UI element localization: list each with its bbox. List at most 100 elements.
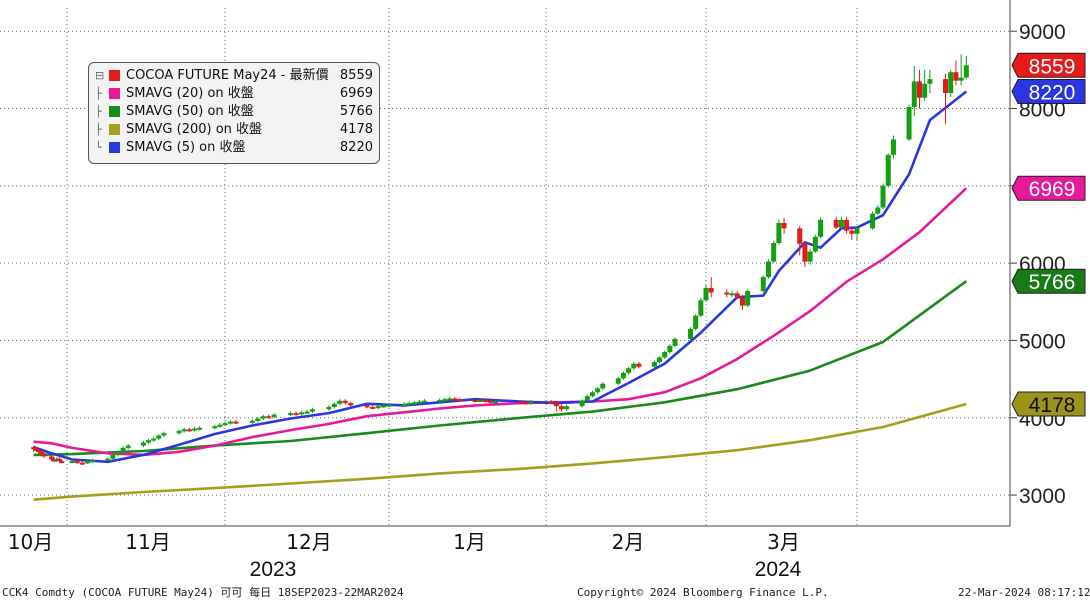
legend-value: 4178: [339, 122, 373, 137]
candle-body: [849, 230, 855, 234]
legend-label: SMAVG (200) on 收盤: [126, 122, 263, 137]
candle-body: [411, 402, 417, 405]
y-tick-label: 5000: [1019, 330, 1066, 353]
candle-body: [375, 406, 381, 409]
plot-area: [31, 54, 969, 501]
value-tag-label: 8559: [1029, 55, 1076, 78]
x-month-label: 1月: [453, 530, 486, 554]
candle-body: [745, 290, 751, 306]
candle-body: [802, 243, 808, 262]
x-year-label: 2024: [755, 558, 802, 581]
legend-label: SMAVG (20) on 收盤: [126, 86, 254, 101]
candle-body: [342, 400, 348, 404]
candle-body: [579, 400, 585, 407]
footer-timestamp: 22-Mar-2024 08:17:12: [958, 586, 1090, 599]
candle-body: [620, 372, 626, 379]
candle-body: [54, 458, 60, 461]
candle-body: [760, 277, 766, 291]
candle-body: [41, 454, 47, 457]
candle-body: [56, 458, 62, 462]
candle-body: [693, 315, 699, 329]
x-year-label: 2023: [250, 558, 297, 581]
candle-body: [331, 403, 337, 407]
candle-body: [212, 426, 218, 429]
candle-body: [875, 207, 881, 214]
candle-body: [401, 403, 407, 406]
candle-body: [386, 404, 392, 407]
candle-body: [156, 435, 162, 439]
candle-body: [326, 406, 332, 410]
y-tick-label: 8000: [1019, 99, 1066, 122]
value-tag-label: 5766: [1029, 271, 1076, 294]
candle-body: [299, 412, 305, 415]
candle-body: [487, 400, 493, 403]
legend-item: └ SMAVG (5) on 收盤 8220: [95, 139, 373, 156]
candle-body: [197, 427, 203, 430]
candle-body: [477, 399, 483, 402]
legend-value: 6969: [339, 86, 373, 101]
candle-body: [406, 403, 412, 406]
value-tag: 8559: [1011, 52, 1086, 78]
value-tag-box: [1011, 52, 1086, 78]
candle-body: [776, 222, 782, 244]
value-tag-box: [1011, 268, 1086, 294]
candle-body: [31, 447, 37, 450]
candle-body: [437, 399, 443, 402]
grid-lines: [0, 8, 1010, 526]
candle-body: [708, 287, 714, 293]
value-tag: 5766: [1011, 268, 1086, 294]
candle-body: [927, 79, 933, 84]
candle-body: [364, 405, 370, 408]
candle-body: [548, 401, 554, 404]
candle-body: [807, 251, 813, 262]
candle-body: [49, 456, 55, 460]
value-tag-label: 8220: [1029, 81, 1076, 104]
legend-tree-icon: ⊟: [95, 69, 105, 82]
candle-body: [442, 399, 448, 402]
candle-body: [33, 448, 39, 451]
candle-body: [553, 402, 559, 407]
last-value-tags: 8559 8220 6969 5766 4178: [1011, 52, 1086, 417]
legend-value: 8559: [339, 68, 373, 83]
candle-body: [492, 401, 498, 404]
candle-body: [672, 338, 678, 346]
candle-body: [249, 420, 255, 423]
candle-body: [125, 445, 131, 448]
candle-body: [781, 222, 787, 229]
candle-body: [146, 440, 152, 443]
candle-body: [844, 219, 850, 231]
candle-body: [916, 81, 922, 98]
candle-body: [191, 428, 197, 431]
candle-body: [304, 411, 310, 414]
candle-body: [724, 292, 730, 295]
candle-body: [176, 430, 182, 434]
candle-body: [370, 406, 376, 409]
candle-body: [457, 399, 463, 402]
x-month-label: 10月: [8, 530, 53, 554]
series-line-smavg-20-on-: [33, 187, 968, 457]
candle-body: [84, 461, 90, 464]
candle-body: [662, 352, 668, 358]
candle-body: [36, 450, 42, 453]
candle-body: [911, 81, 917, 107]
value-tag: 4178: [1011, 391, 1086, 417]
candle-body: [771, 243, 777, 262]
candle-body: [255, 418, 261, 421]
y-tick-label: 9000: [1019, 21, 1066, 44]
candle-body: [115, 452, 121, 455]
candle-body: [631, 363, 637, 369]
legend-swatch: [109, 88, 120, 99]
legend-swatch: [109, 142, 120, 153]
candle-body: [110, 454, 116, 459]
legend-label: COCOA FUTURE May24 - 最新價: [126, 68, 329, 83]
candle-body: [564, 406, 570, 410]
candle-body: [472, 399, 478, 402]
candle-body: [734, 293, 740, 298]
candle-body: [958, 77, 964, 81]
candle-body: [812, 236, 818, 252]
candle-body: [227, 421, 233, 424]
candle-body: [151, 438, 157, 441]
legend-label: SMAVG (5) on 收盤: [126, 140, 246, 155]
candle-body: [528, 401, 534, 404]
